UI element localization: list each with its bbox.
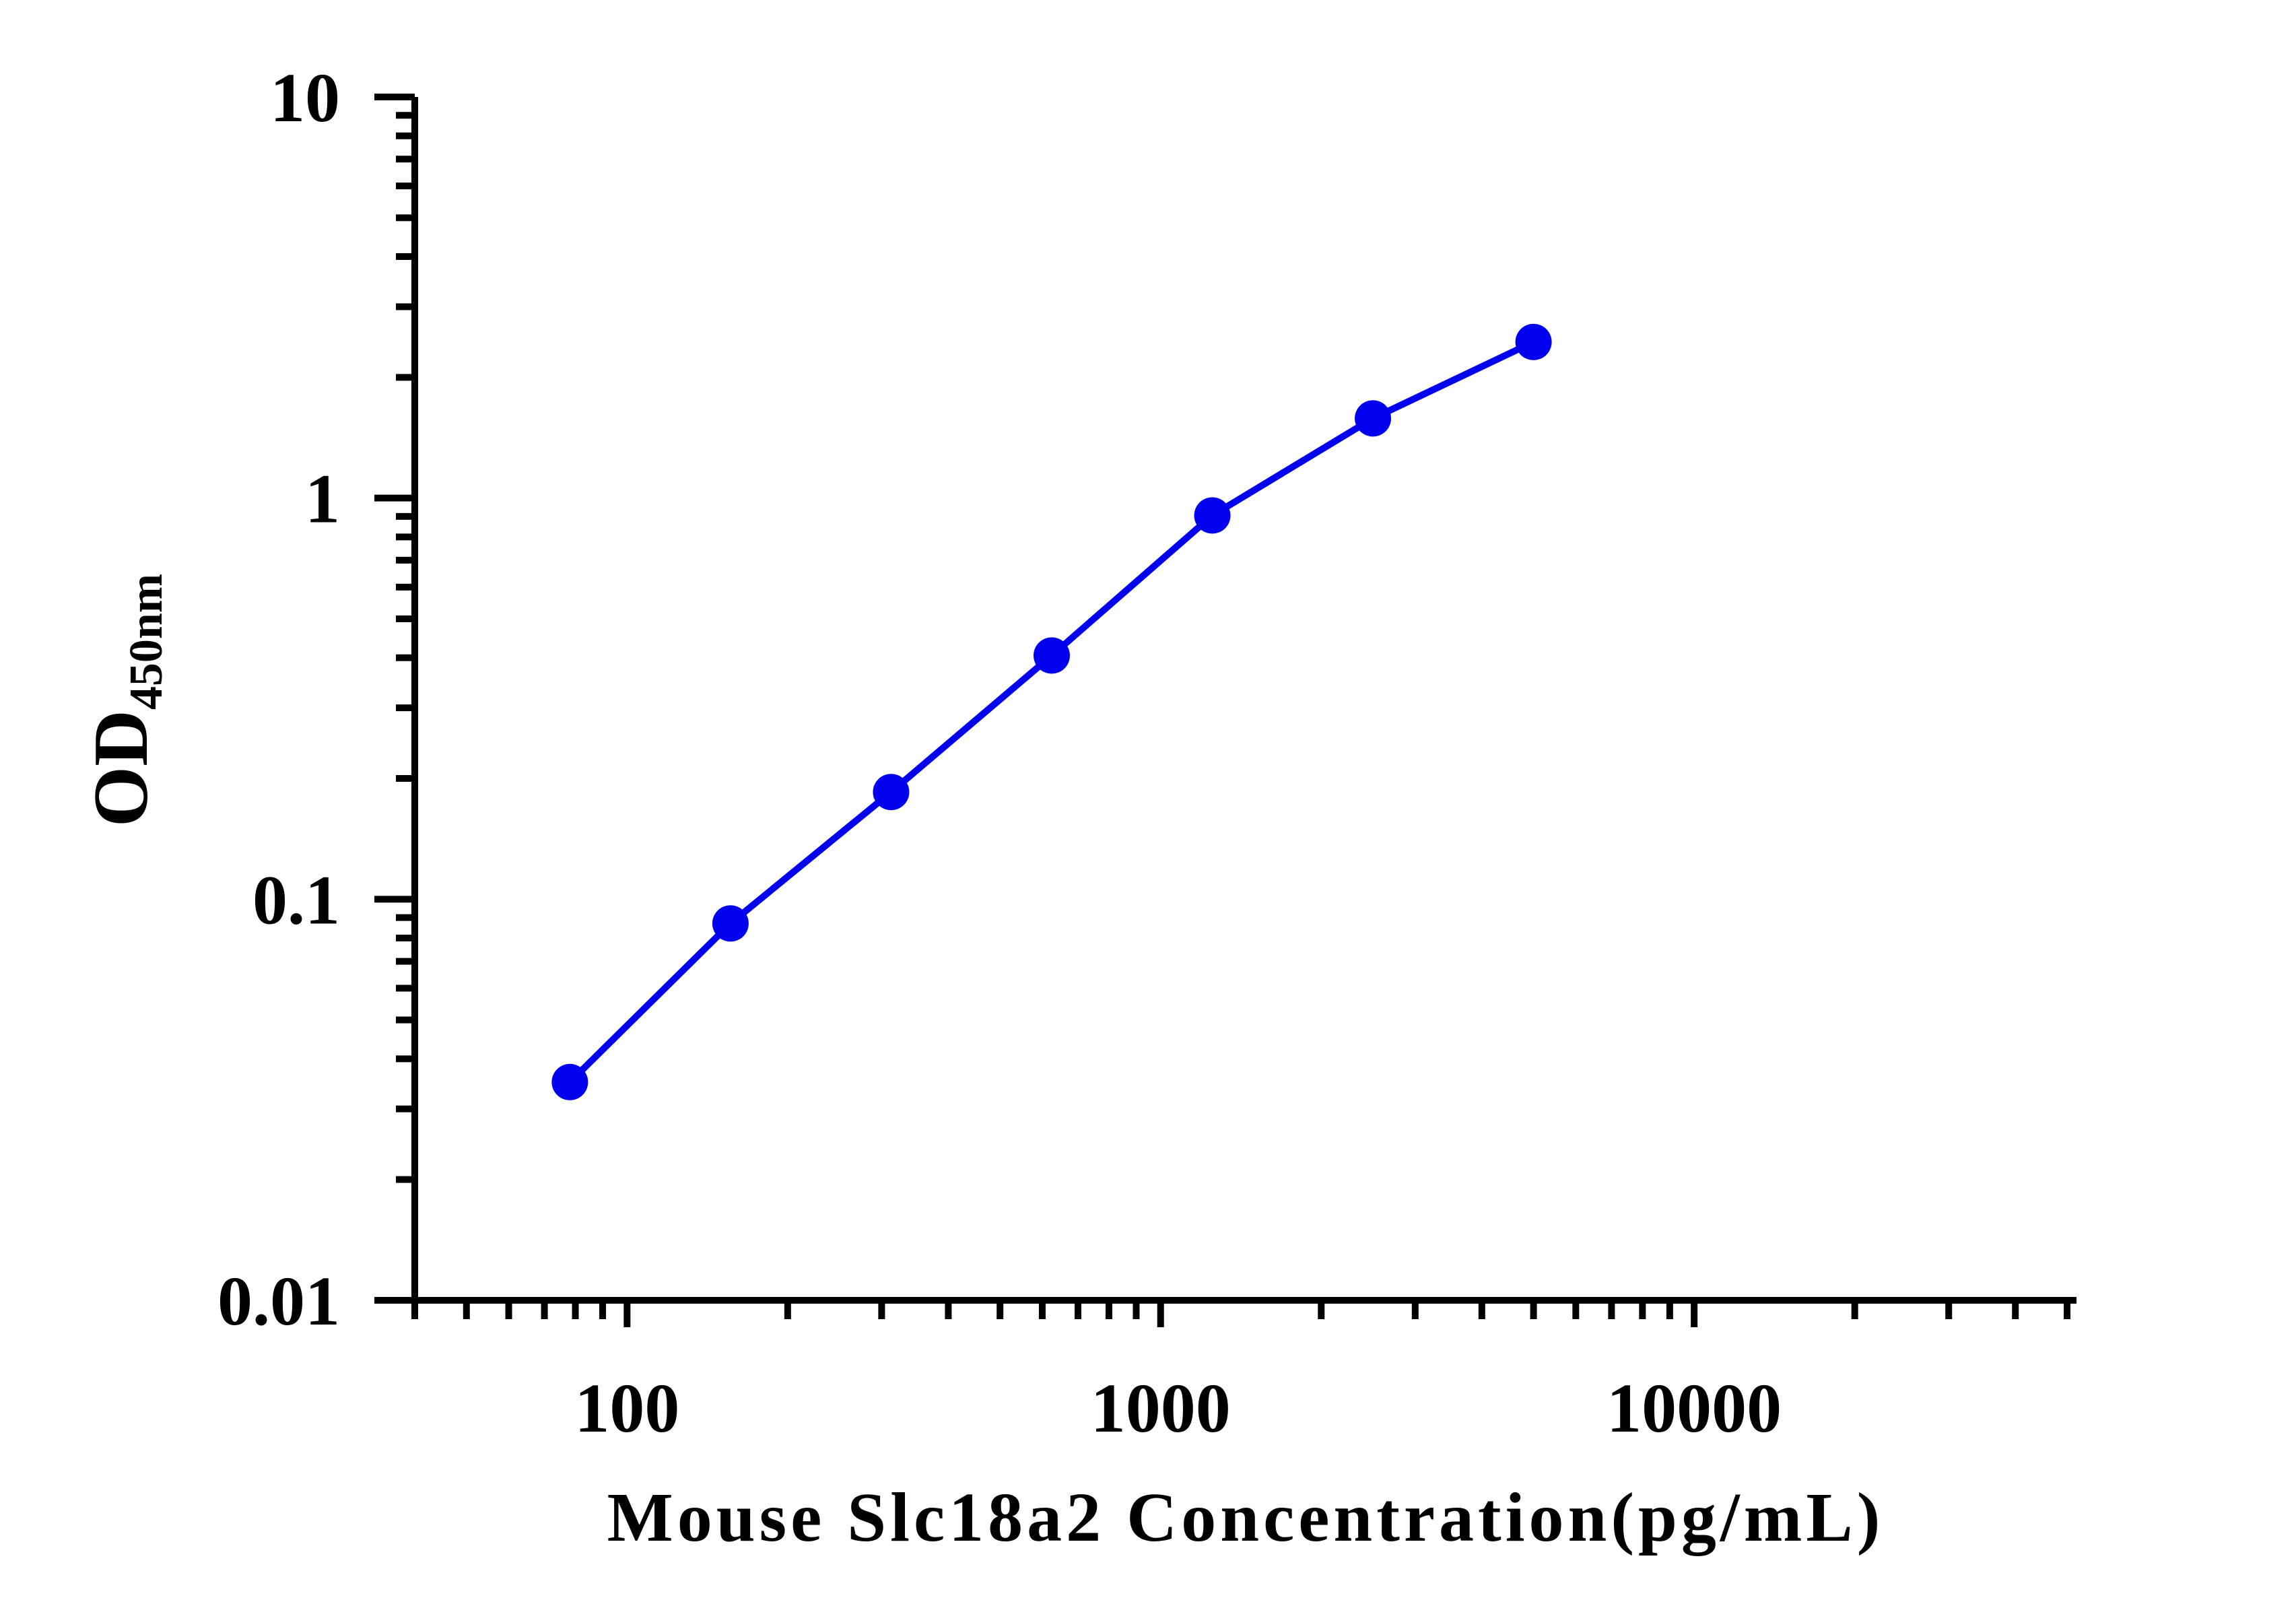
y-tick-label: 0.01 xyxy=(217,1263,340,1340)
x-tick-label: 100 xyxy=(574,1370,679,1447)
x-axis-tick-labels: 100 1000 10000 xyxy=(574,1370,1782,1447)
y-tick-label: 0.1 xyxy=(252,861,340,939)
x-tick-label: 10000 xyxy=(1607,1370,1782,1447)
series-line xyxy=(567,339,1535,1085)
data-point xyxy=(712,905,749,942)
data-point xyxy=(551,1063,588,1100)
y-axis-title: OD450nm xyxy=(78,574,172,827)
data-point xyxy=(1033,637,1070,674)
y-axis-tick-labels: 0.01 0.1 1 10 xyxy=(217,59,340,1340)
y-tick-label: 10 xyxy=(270,59,340,137)
x-axis-ticks xyxy=(411,1300,2070,1327)
y-axis-title-subscript: 450nm xyxy=(121,574,172,710)
x-axis-title: Mouse Slc18a2 Concentration(pg/mL) xyxy=(607,1479,1885,1556)
data-point xyxy=(1355,400,1392,437)
y-tick-label: 1 xyxy=(305,461,340,538)
y-axis-title-main: OD xyxy=(78,710,164,827)
y-axis-ticks xyxy=(374,94,415,1304)
x-tick-label: 1000 xyxy=(1091,1370,1231,1447)
axes xyxy=(411,97,2076,1304)
data-point xyxy=(1515,323,1552,360)
data-point xyxy=(1194,497,1231,534)
data-series xyxy=(551,323,1552,1100)
data-point xyxy=(873,774,910,811)
